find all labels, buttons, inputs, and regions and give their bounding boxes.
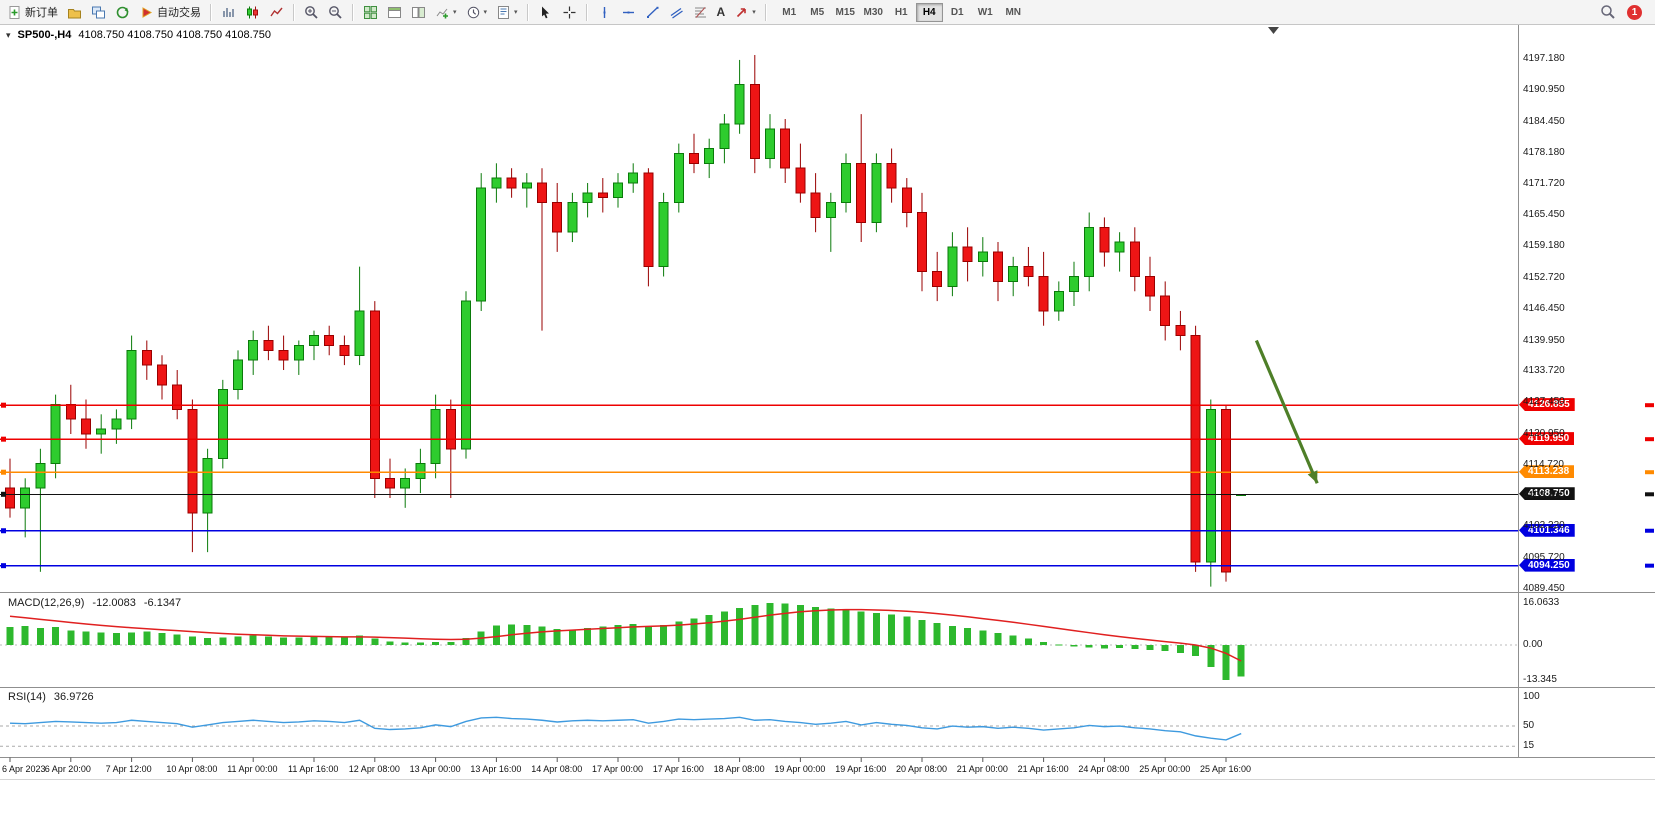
vertical-line-tool-button[interactable] (593, 2, 616, 23)
toolbar-separator (293, 3, 295, 21)
charts-button[interactable] (87, 2, 110, 23)
toolbar-separator (585, 3, 588, 21)
timeframe-toolbar: M1 M5 M15 M30 H1 H4 D1 W1 MN (776, 2, 1027, 22)
chevron-down-icon: ▾ (514, 8, 518, 16)
horizontal-line-icon (622, 11, 634, 13)
search-icon (1601, 5, 1615, 19)
crosshair-icon (563, 6, 576, 18)
template-icon (498, 5, 510, 19)
search-button[interactable] (1596, 2, 1620, 23)
horizontal-line-tool-button[interactable] (617, 2, 640, 23)
clock-icon (467, 6, 479, 18)
timeframe-button-h4[interactable]: H4 (915, 2, 943, 22)
periods-button[interactable]: ▾ (462, 2, 492, 23)
chart-quote-line: 4108.750 4108.750 4108.750 4108.750 (78, 29, 272, 41)
channel-tool-button[interactable] (665, 2, 688, 23)
new-order-label: 新订单 (25, 7, 58, 19)
auto-trading-button[interactable]: 自动交易 (135, 2, 205, 23)
refresh-icon (116, 6, 129, 18)
cursor-tool-button[interactable] (534, 2, 557, 23)
bar-chart-icon (223, 7, 234, 17)
text-tool-icon: A (716, 5, 726, 19)
timeframe-button-h1[interactable]: H1 (888, 3, 915, 22)
chart-windows-icon (92, 6, 105, 18)
toolbar-separator (526, 3, 529, 21)
indicators-button[interactable]: ▾ (431, 2, 461, 23)
trendline-icon (646, 6, 659, 18)
line-chart-mode-button[interactable] (265, 2, 288, 23)
line-chart-icon (270, 7, 283, 16)
cascade-windows-button[interactable] (383, 2, 406, 23)
candlestick-icon (247, 6, 258, 18)
timeframe-button-m1[interactable]: M1 (776, 3, 803, 22)
refresh-button[interactable] (111, 2, 134, 23)
profiles-icon (68, 8, 81, 18)
new-order-button[interactable]: 新订单 (3, 2, 62, 23)
cascade-windows-icon (388, 6, 401, 18)
auto-trading-icon (142, 6, 153, 18)
toolbar-right-group: 1 (1596, 2, 1652, 23)
toolbar: 新订单 自动交易 (0, 0, 1655, 25)
chevron-down-icon: ▾ (752, 8, 756, 16)
tile-windows-button[interactable] (359, 2, 382, 23)
arrows-tool-button[interactable]: ▾ (730, 2, 760, 23)
vertical-line-icon (603, 6, 606, 18)
fibonacci-icon (694, 6, 706, 18)
rsi-pane-label: RSI(14) 36.9726 (8, 691, 94, 703)
timeframe-button-m15[interactable]: M15 (832, 3, 859, 22)
toolbar-separator (764, 3, 767, 21)
cursor-icon (541, 6, 549, 18)
macd-pane-label: MACD(12,26,9) -12.0083 -6.1347 (8, 597, 181, 609)
chart-symbol-label: SP500-,H4 (17, 29, 72, 41)
timeframe-button-m5[interactable]: M5 (804, 3, 831, 22)
channel-icon (670, 7, 683, 19)
chevron-down-icon: ▾ (483, 8, 488, 16)
one-click-trading-toggle[interactable]: ▾ (6, 29, 11, 40)
zoom-out-button[interactable] (324, 2, 347, 23)
auto-trading-label: 自动交易 (157, 7, 201, 19)
notification-badge[interactable]: 1 (1627, 4, 1642, 20)
fibonacci-tool-button[interactable] (689, 2, 712, 23)
candlestick-mode-button[interactable] (241, 2, 264, 23)
rsi-value: 36.9726 (53, 691, 94, 703)
crosshair-tool-button[interactable] (558, 2, 581, 23)
templates-button[interactable]: ▾ (492, 2, 522, 23)
timeframe-button-d1[interactable]: D1 (944, 3, 971, 22)
new-order-icon (9, 5, 20, 19)
macd-name: MACD(12,26,9) (8, 597, 85, 609)
timeframe-button-m30[interactable]: M30 (860, 3, 887, 22)
profiles-button[interactable] (63, 2, 86, 23)
indicators-icon (436, 8, 448, 18)
tile-vertical-button[interactable] (407, 2, 430, 23)
zoom-in-button[interactable] (300, 2, 323, 23)
toolbar-separator (210, 3, 212, 21)
zoom-in-icon (305, 5, 318, 19)
chevron-down-icon: ▾ (453, 8, 457, 16)
rsi-name: RSI(14) (8, 691, 46, 703)
zoom-out-icon (329, 5, 342, 19)
macd-signal-value: -6.1347 (143, 597, 182, 609)
trendline-tool-button[interactable] (641, 2, 664, 23)
toolbar-separator (352, 3, 354, 21)
arrow-tool-icon (737, 7, 747, 17)
chart-title: ▾ SP500-,H4 4108.750 4108.750 4108.750 4… (6, 29, 271, 41)
bar-chart-mode-button[interactable] (217, 2, 240, 23)
tile-vertical-icon (412, 6, 425, 18)
macd-value: -12.0083 (92, 597, 136, 609)
text-tool-button[interactable]: A (713, 2, 730, 23)
tile-windows-icon (364, 5, 377, 19)
timeframe-button-w1[interactable]: W1 (972, 3, 999, 22)
timeframe-button-mn[interactable]: MN (1000, 3, 1027, 22)
